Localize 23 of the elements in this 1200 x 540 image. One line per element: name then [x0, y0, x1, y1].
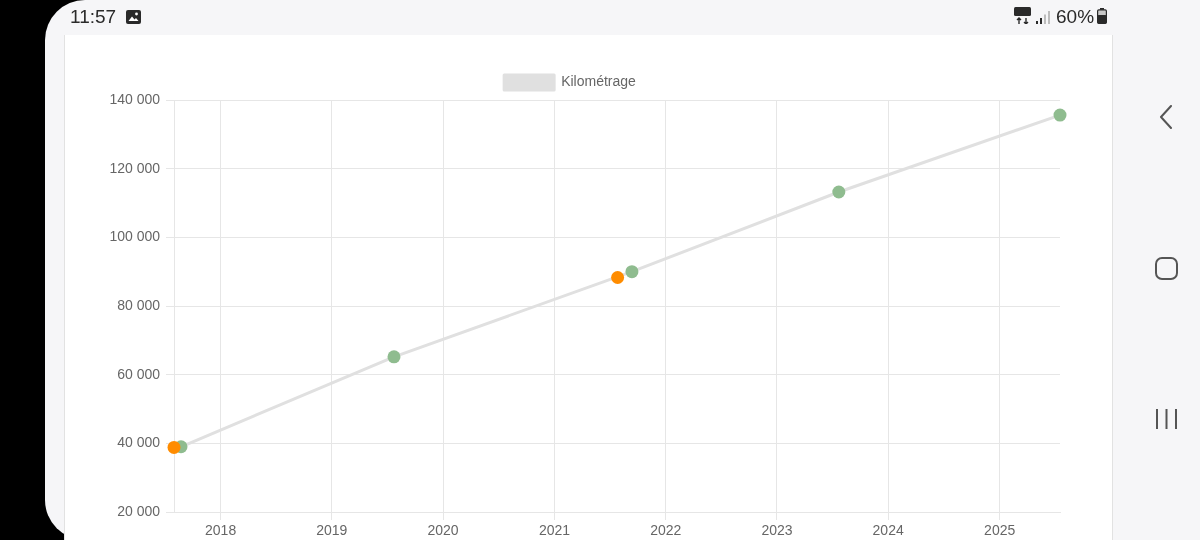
x-tick-label: 2018 — [205, 522, 237, 539]
x-tick-label: 2021 — [538, 522, 571, 539]
x-tick-label: 2025 — [984, 522, 1016, 539]
y-tick-label: 40 000 — [117, 434, 161, 451]
point — [387, 350, 401, 364]
point — [611, 271, 625, 284]
text: 11:57 — [70, 6, 117, 28]
y-tick-label: 60 000 — [117, 365, 161, 382]
y-tick-label: 140 000 — [109, 90, 161, 107]
point — [1053, 108, 1067, 122]
y-tick-label: 20 000 — [117, 502, 161, 519]
legend-label: Kilométrage — [561, 73, 637, 90]
y-tick-label: 80 000 — [117, 296, 161, 313]
x-tick-label: 2023 — [761, 522, 793, 539]
point — [625, 265, 639, 279]
y-tick-label: 120 000 — [109, 159, 161, 176]
x-tick-label: 2019 — [316, 522, 348, 539]
x-tick-label: 2022 — [650, 522, 682, 539]
point — [832, 185, 846, 199]
x-tick-label: 2024 — [872, 522, 904, 539]
y-tick-label: 100 000 — [109, 228, 161, 245]
x-tick-label: 2020 — [427, 522, 459, 539]
text: 60% — [1056, 6, 1095, 28]
